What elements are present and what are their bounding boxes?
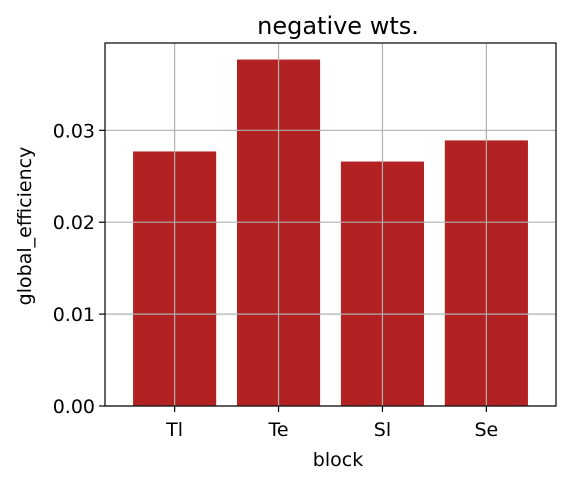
y-tick-label: 0.01 — [53, 304, 95, 326]
y-tick-label: 0.03 — [53, 120, 95, 142]
y-tick-label: 0.00 — [53, 396, 95, 418]
chart-title: negative wts. — [257, 12, 419, 40]
x-tick-label: Tl — [165, 419, 183, 441]
x-tick-label: Te — [268, 419, 289, 441]
x-axis-ticks: Tl Te Sl Se — [165, 406, 498, 441]
y-axis-label: global_efficiency — [14, 147, 36, 306]
x-axis-label: block — [313, 449, 363, 471]
y-tick-label: 0.02 — [53, 212, 95, 234]
y-axis-ticks: 0.00 0.01 0.02 0.03 — [53, 120, 105, 418]
bars — [133, 60, 528, 406]
x-tick-label: Sl — [374, 419, 391, 441]
x-tick-label: Se — [475, 419, 499, 441]
